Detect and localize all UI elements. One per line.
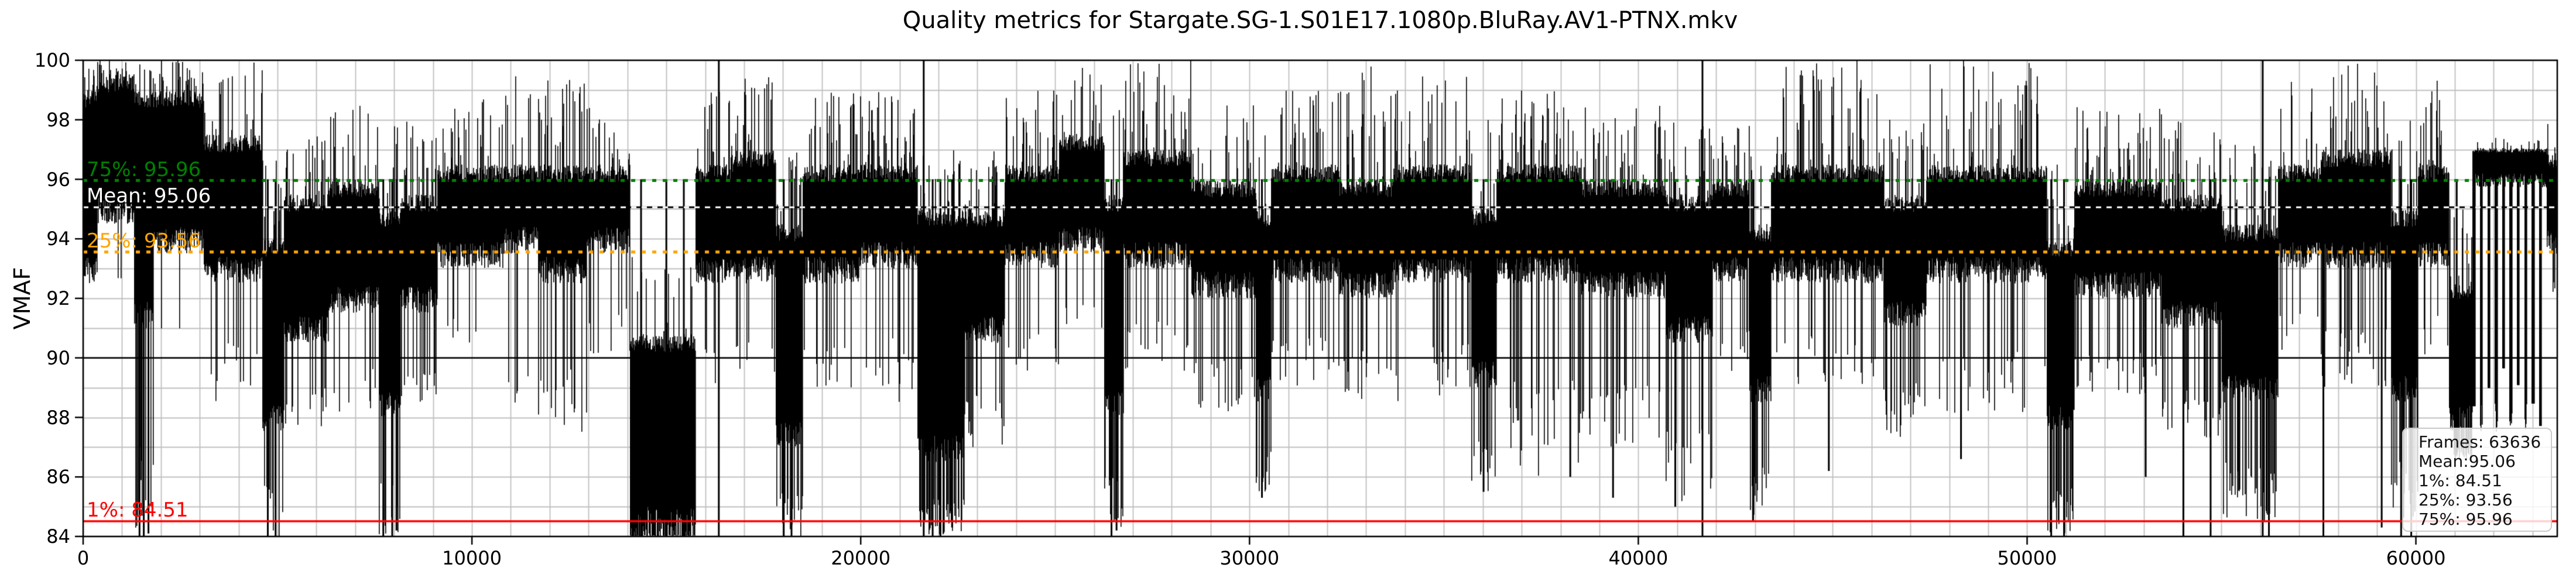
y-tick-label-88: 88 [46,406,70,429]
stats-line-mean: Mean:95.06 [2419,452,2516,471]
stats-line-75pct: 75%: 95.96 [2419,510,2513,529]
stats-line-frames: Frames: 63636 [2419,432,2541,452]
x-tick-label-0: 0 [77,547,90,569]
x-tick-label-30000: 30000 [1220,547,1280,569]
stats-line-25pct: 25%: 93.56 [2419,490,2513,510]
x-tick-label-10000: 10000 [442,547,502,569]
x-tick-label-60000: 60000 [2386,547,2446,569]
y-tick-label-90: 90 [46,346,70,369]
x-tick-label-50000: 50000 [1997,547,2057,569]
x-tick-label-40000: 40000 [1608,547,1669,569]
stats-line-1pct: 1%: 84.51 [2419,471,2502,490]
stats-box: Frames: 63636 Mean:95.06 1%: 84.51 25%: … [2402,428,2552,532]
y-tick-label-98: 98 [46,108,70,131]
y-tick-label-96: 96 [46,168,70,191]
y-tick-label-92: 92 [46,287,70,309]
annotation-mean-label: Mean: 95.06 [87,184,211,208]
y-tick-label-86: 86 [46,466,70,488]
annotation-25th-percentile-label: 25%: 93.56 [87,229,201,253]
y-tick-label-94: 94 [46,228,70,250]
y-tick-label-100: 100 [34,49,70,71]
annotation-1st-percentile-label: 1%: 84.51 [87,498,189,522]
annotation-75th-percentile-label: 75%: 95.96 [87,157,201,181]
x-tick-label-20000: 20000 [831,547,891,569]
y-tick-label-84: 84 [46,525,70,548]
